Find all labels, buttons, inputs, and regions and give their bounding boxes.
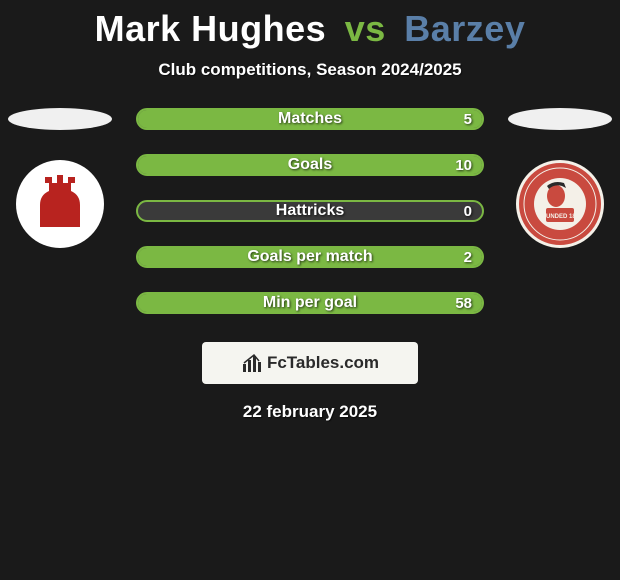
player1-name: Mark Hughes <box>95 8 327 49</box>
stat-right-value: 2 <box>464 249 472 266</box>
brand-text: FcTables.com <box>267 353 379 373</box>
widget-root: Mark Hughes vs Barzey Club competitions,… <box>0 0 620 422</box>
stat-hattricks: Hattricks 0 <box>136 200 484 222</box>
stat-right-value: 5 <box>464 111 472 128</box>
stat-min-per-goal: Min per goal 58 <box>136 292 484 314</box>
club-badge-right: FOUNDED 1885 <box>516 160 604 248</box>
subtitle: Club competitions, Season 2024/2025 <box>158 60 461 80</box>
date-line: 22 february 2025 <box>243 402 377 422</box>
right-side: FOUNDED 1885 <box>500 108 620 248</box>
player1-photo-placeholder <box>8 108 112 130</box>
club-badge-left <box>16 160 104 248</box>
stat-goals-per-match: Goals per match 2 <box>136 246 484 268</box>
player2-photo-placeholder <box>508 108 612 130</box>
vs-separator: vs <box>345 8 386 49</box>
crest-icon: FOUNDED 1885 <box>522 166 598 242</box>
title: Mark Hughes vs Barzey <box>95 8 526 50</box>
stat-label: Goals <box>288 156 332 174</box>
tower-icon <box>25 169 95 239</box>
player2-name: Barzey <box>404 8 525 49</box>
stat-label: Min per goal <box>263 294 357 312</box>
stat-goals: Goals 10 <box>136 154 484 176</box>
svg-text:FOUNDED 1885: FOUNDED 1885 <box>538 214 583 220</box>
stat-label: Hattricks <box>276 202 344 220</box>
stat-label: Goals per match <box>247 248 372 266</box>
stat-label: Matches <box>278 110 342 128</box>
stat-right-value: 10 <box>455 157 472 174</box>
stats-column: Matches 5 Goals 10 Hattricks 0 Goals per… <box>120 108 500 314</box>
brand-box[interactable]: FcTables.com <box>202 342 418 384</box>
stat-right-value: 58 <box>455 295 472 312</box>
left-side <box>0 108 120 248</box>
bars-icon <box>241 352 263 374</box>
stat-matches: Matches 5 <box>136 108 484 130</box>
content-row: Matches 5 Goals 10 Hattricks 0 Goals per… <box>0 108 620 314</box>
stat-right-value: 0 <box>464 203 472 220</box>
